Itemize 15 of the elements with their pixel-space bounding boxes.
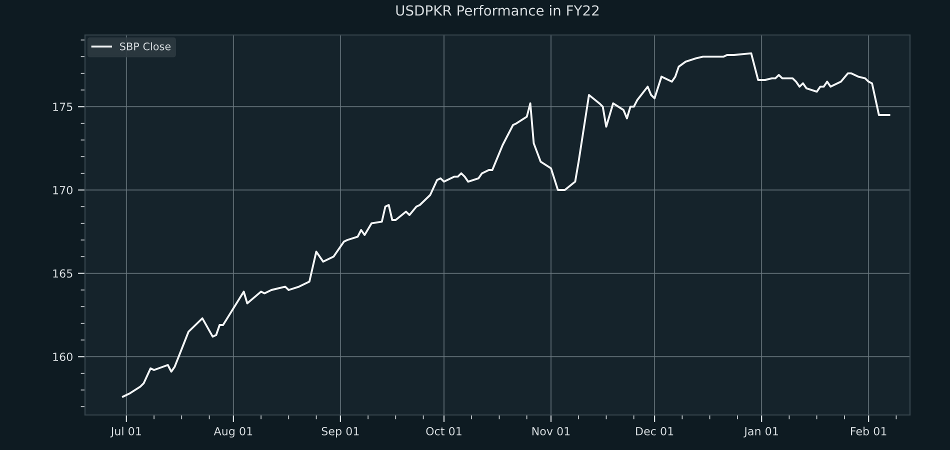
- chart-title: USDPKR Performance in FY22: [396, 5, 599, 16]
- x-tick-label: Jan 01: [744, 427, 778, 438]
- line-series: [122, 52, 890, 398]
- y-tick-label: 170: [53, 186, 72, 194]
- legend-label: SBP Close: [120, 42, 171, 50]
- x-tick-label: Jul 01: [110, 426, 141, 438]
- x-tick-label: Feb 01: [850, 426, 886, 436]
- x-tick-label: Nov 01: [532, 427, 570, 436]
- x-tick-label: Sep 01: [322, 427, 359, 438]
- x-tick-label: Aug 01: [214, 427, 252, 438]
- x-tick-label: Dec 01: [636, 427, 674, 436]
- y-tick-label: 175: [53, 102, 72, 112]
- x-tick-label: Oct 01: [426, 427, 462, 436]
- y-tick-label: 160: [53, 352, 72, 362]
- y-tick-label: 165: [53, 269, 72, 278]
